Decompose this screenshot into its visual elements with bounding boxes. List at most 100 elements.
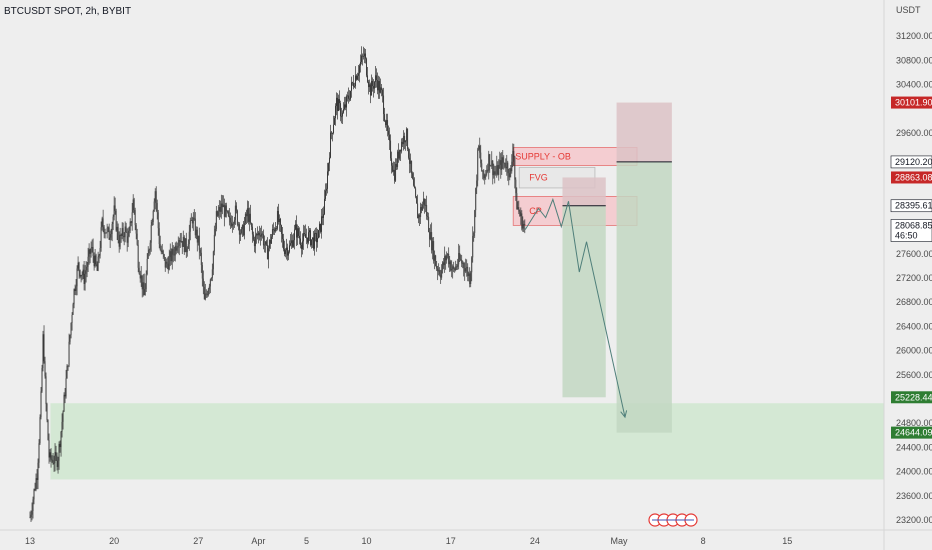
candle-body [93,255,95,267]
candle-body [191,220,193,224]
candle-body [215,211,217,229]
candle-body [500,160,502,170]
candle-body [300,238,301,246]
candle-body [202,278,204,287]
price-tick-11: 25600.00 [896,370,932,380]
candle-body [52,460,54,464]
candle-body [86,266,88,271]
candle-body [390,140,392,159]
candle-body [70,322,72,335]
candle-body [472,235,474,258]
candle-body [506,162,508,169]
candle-body [173,254,175,256]
candle-body [143,282,145,296]
candle-body [133,199,135,211]
candle-body [195,229,197,236]
candle-body [492,160,494,176]
candle-body [517,207,519,210]
price-axis-panel[interactable] [884,0,932,550]
candle-body [96,264,98,271]
candle-body [383,95,385,115]
candle-body [119,234,121,247]
candle-body [232,223,234,225]
candle-body [90,247,92,254]
candle-body [110,234,112,238]
candle-body [521,213,523,229]
candle-body [241,225,243,230]
candle-body [503,162,505,164]
candle-body [99,247,101,256]
candle-body [39,417,41,444]
candle-body [256,234,258,236]
candle-body [477,149,479,181]
candles-layer [29,46,526,522]
candle-body [505,166,507,169]
candle-body [348,95,349,99]
candle-body [444,256,446,266]
candle-body [261,233,263,235]
candle-body [432,241,434,251]
candle-body [509,168,511,178]
candle-body [168,257,170,270]
price-tag-sub-4: 46:50 [895,231,918,241]
candle-body [199,249,201,253]
candle-body [496,165,498,174]
news-events-icon[interactable] [648,513,698,527]
candle-body [396,163,398,167]
candle-body [394,169,396,181]
candle-body [220,203,222,212]
candle-body [253,239,255,247]
candle-body [56,455,58,467]
candle-body [29,516,31,518]
candle-body [417,203,419,219]
candle-body [331,132,332,134]
candle-body [377,80,379,91]
candle-body [507,162,509,174]
candle-body [153,201,155,212]
candle-body [516,193,518,210]
time-tick-5: 10 [362,536,372,546]
candle-body [53,463,55,464]
candle-body [84,273,86,285]
candle-body [400,149,402,152]
candle-body [46,404,48,421]
candle-body [274,228,276,232]
candle-body [197,235,199,243]
candle-body [374,81,376,89]
candle-body [243,223,245,236]
candle-body [501,157,503,170]
candle-body [520,213,522,217]
candle-body [498,164,500,175]
candle-body [298,235,300,239]
candle-body [357,75,358,80]
candle-body [391,158,393,166]
candle-body [120,234,122,236]
candle-body [475,188,477,211]
candle-body [155,191,157,204]
candle-body [495,173,497,175]
candle-body [288,245,290,252]
candle-body [519,211,521,217]
candle-body [330,132,331,158]
candle-body [181,241,183,247]
candle-body [208,286,210,290]
candle-body [339,99,340,104]
candle-body [260,233,262,237]
candle-body [466,266,468,269]
candle-body [77,262,79,269]
candle-body [290,240,292,244]
candle-body [54,452,56,464]
currency-label: USDT [896,5,921,15]
candle-body [321,216,322,232]
candle-body [343,109,344,113]
candle-body [275,228,277,229]
candle-body [121,228,123,236]
candle-body [467,266,469,277]
price-tick-2: 30400.00 [896,80,932,90]
candle-body [38,443,40,463]
candle-body [162,250,164,255]
candle-body [82,269,84,275]
candle-body [186,248,188,253]
candle-body [354,86,355,87]
